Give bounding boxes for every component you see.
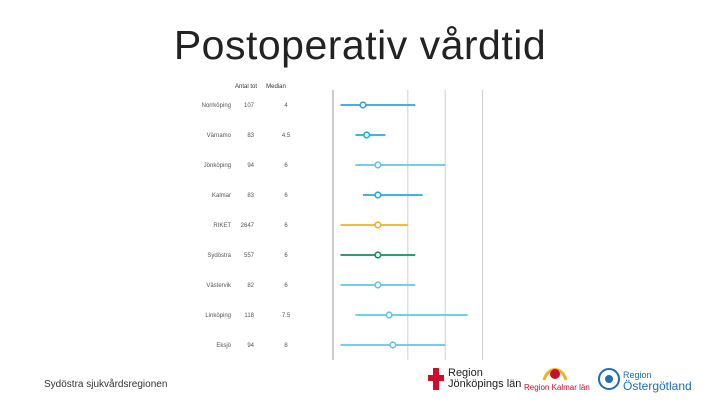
row-count: 94 xyxy=(247,163,254,169)
row-median: 6 xyxy=(284,193,288,199)
row-label: Värnamo xyxy=(207,133,232,139)
row-median: 6 xyxy=(284,223,288,229)
kalmar-emblem-icon xyxy=(542,368,568,381)
row-count: 557 xyxy=(244,253,255,259)
row-label: Västervik xyxy=(206,283,232,289)
row-count: 107 xyxy=(244,103,255,109)
ostergotland-logo-line2: Östergötland xyxy=(623,379,692,393)
median-point xyxy=(385,311,393,319)
footer-text: Sydöstra sjukvårdsregionen xyxy=(44,379,168,390)
row-label: Jönköping xyxy=(204,163,231,169)
row-count: 82 xyxy=(247,283,254,289)
row-median: 7.5 xyxy=(282,313,291,319)
region-kalmar-logo: Region Kalmar län xyxy=(524,362,592,394)
row-median: 6 xyxy=(284,283,288,289)
row-label: Norrköping xyxy=(202,103,231,109)
median-point xyxy=(374,191,382,199)
row-count: 83 xyxy=(247,133,254,139)
ostergotland-logo-line1: Region xyxy=(623,370,652,380)
row-label: Sydöstra xyxy=(207,253,231,259)
column-header: Antal tot xyxy=(235,84,257,90)
jonkoping-cross-icon xyxy=(428,368,444,390)
ostergotland-emblem-icon xyxy=(598,368,620,390)
row-median: 6 xyxy=(284,253,288,259)
row-label: Eksjö xyxy=(216,343,231,349)
row-label: RIKET xyxy=(213,223,231,229)
median-point xyxy=(374,161,382,169)
row-median: 4.5 xyxy=(282,133,291,139)
kalmar-logo-text: Region Kalmar län xyxy=(524,383,590,392)
median-point xyxy=(374,221,382,229)
row-median: 8 xyxy=(284,343,288,349)
row-count: 118 xyxy=(244,313,254,319)
region-jonkoping-logo: Region Jönköpings län xyxy=(428,362,524,394)
row-label: Linköping xyxy=(205,313,231,319)
row-median: 6 xyxy=(284,163,288,169)
row-count: 83 xyxy=(247,193,254,199)
jonkoping-logo-line1: Region xyxy=(448,367,483,379)
median-point xyxy=(374,281,382,289)
column-header: Median xyxy=(266,84,286,90)
slide-title: Postoperativ vårdtid xyxy=(173,22,547,68)
median-point xyxy=(389,341,397,349)
jonkoping-logo-line2: Jönköpings län xyxy=(448,378,522,390)
row-count: 2647 xyxy=(241,223,255,229)
row-median: 4 xyxy=(284,103,288,109)
row-count: 94 xyxy=(247,343,254,349)
median-point xyxy=(359,101,367,109)
median-point xyxy=(374,251,382,259)
median-point xyxy=(363,131,371,139)
region-ostergotland-logo: Region Östergötland xyxy=(598,362,718,394)
row-label: Kalmar xyxy=(212,193,231,199)
